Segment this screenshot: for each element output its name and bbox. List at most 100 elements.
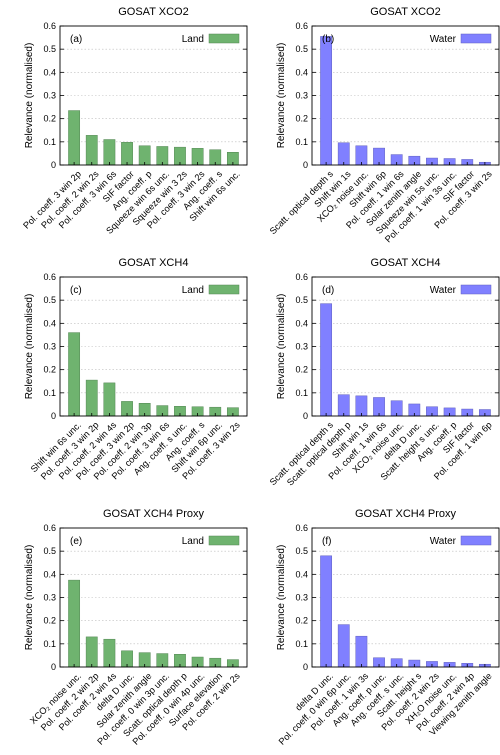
y-tick-label: 0.1	[295, 388, 308, 398]
y-tick-label: 0.4	[43, 318, 56, 328]
y-tick-label: 0.4	[295, 318, 308, 328]
panel-label: (a)	[70, 34, 82, 45]
y-tick-label: 0.6	[295, 523, 308, 533]
y-tick-label: 0	[51, 160, 56, 170]
y-tick-label: 0.3	[295, 91, 308, 101]
legend-label: Water	[430, 34, 457, 45]
y-tick-label: 0.5	[43, 546, 56, 556]
panel-1: GOSAT XCO2 0 0.1 0.2 0.3 0.4 0.5 0.6 Relevance (…	[21, 6, 248, 236]
y-tick-label: 0	[51, 411, 56, 421]
bar	[68, 332, 81, 417]
panel-6: GOSAT XCH4 Proxy 0 0.1 0.2 0.3 0.4 0.5 0.6 Relev…	[276, 508, 500, 747]
panel-label: (b)	[322, 34, 334, 45]
panel-label: (d)	[322, 285, 334, 296]
y-tick-label: 0.6	[43, 523, 56, 533]
panel-4: GOSAT XCH4 0 0.1 0.2 0.3 0.4 0.5 0.6 Relevance (…	[268, 257, 500, 488]
y-axis-label: Relevance (normalised)	[24, 43, 35, 149]
legend-label: Land	[182, 285, 204, 296]
legend-label: Water	[430, 285, 457, 296]
panel-label: (f)	[322, 536, 331, 547]
bar	[85, 636, 98, 668]
panel-label: (c)	[70, 285, 82, 296]
legend-swatch	[208, 535, 240, 546]
bar	[337, 624, 350, 668]
chart-title: GOSAT XCO2	[118, 6, 189, 18]
y-tick-label: 0.1	[295, 639, 308, 649]
y-tick-label: 0.6	[295, 21, 308, 31]
bar	[320, 36, 333, 166]
legend-label: Water	[430, 536, 457, 547]
y-axis-label: Relevance (normalised)	[276, 43, 287, 149]
panel-2: GOSAT XCO2 0 0.1 0.2 0.3 0.4 0.5 0.6 Relevance (…	[268, 6, 500, 244]
plot-frame	[59, 527, 248, 668]
bar	[355, 635, 368, 668]
bar	[337, 394, 350, 417]
chart-title: GOSAT XCH4 Proxy	[103, 508, 205, 520]
bar	[320, 303, 333, 417]
y-tick-label: 0.2	[295, 365, 308, 375]
y-tick-label: 0.5	[43, 44, 56, 54]
y-tick-label: 0.1	[43, 137, 56, 147]
plot-frame	[311, 527, 500, 668]
panel-3: GOSAT XCH4 0 0.1 0.2 0.3 0.4 0.5 0.6 Relevance (…	[24, 257, 248, 482]
y-tick-label: 0.3	[43, 342, 56, 352]
y-tick-label: 0.3	[43, 593, 56, 603]
legend-swatch	[208, 33, 240, 44]
plot-frame	[311, 276, 500, 417]
y-tick-label: 0.3	[295, 342, 308, 352]
chart-title: GOSAT XCH4	[371, 257, 441, 269]
plot-frame	[311, 25, 500, 166]
y-tick-label: 0.4	[43, 569, 56, 579]
bar	[103, 139, 116, 166]
y-axis-label: Relevance (normalised)	[24, 545, 35, 651]
y-tick-label: 0.5	[295, 44, 308, 54]
y-tick-label: 0.6	[295, 272, 308, 282]
chart-title: GOSAT XCH4	[119, 257, 189, 269]
y-tick-label: 0.2	[43, 114, 56, 124]
y-tick-label: 0.3	[295, 593, 308, 603]
legend-label: Land	[182, 34, 204, 45]
y-tick-label: 0.4	[295, 569, 308, 579]
y-tick-label: 0.5	[295, 295, 308, 305]
bar	[85, 379, 98, 417]
y-tick-label: 0.6	[43, 21, 56, 31]
y-tick-label: 0	[51, 662, 56, 672]
category-label: Pol. coeff. 0 win 6p unc.	[277, 671, 353, 747]
legend-swatch	[460, 284, 492, 295]
bar	[355, 395, 368, 417]
y-tick-label: 0.1	[43, 639, 56, 649]
y-tick-label: 0	[303, 411, 308, 421]
bar	[68, 579, 81, 668]
plot-frame	[59, 276, 248, 417]
chart-title: GOSAT XCH4 Proxy	[355, 508, 457, 520]
y-tick-label: 0.1	[295, 137, 308, 147]
y-axis-label: Relevance (normalised)	[276, 294, 287, 400]
y-axis-label: Relevance (normalised)	[276, 545, 287, 651]
legend-swatch	[460, 33, 492, 44]
y-tick-label: 0.5	[295, 546, 308, 556]
chart-title: GOSAT XCO2	[370, 6, 441, 18]
y-tick-label: 0	[303, 160, 308, 170]
bar	[85, 135, 98, 166]
legend-label: Land	[182, 536, 204, 547]
y-tick-label: 0.5	[43, 295, 56, 305]
y-tick-label: 0.6	[43, 272, 56, 282]
y-axis-label: Relevance (normalised)	[24, 294, 35, 400]
bar	[103, 638, 116, 668]
bar	[103, 382, 116, 417]
panel-5: GOSAT XCH4 Proxy 0 0.1 0.2 0.3 0.4 0.5 0.6 Relev…	[24, 508, 248, 747]
bar	[337, 142, 350, 166]
panel-label: (e)	[70, 536, 82, 547]
y-tick-label: 0.2	[295, 616, 308, 626]
bar	[68, 110, 81, 166]
y-tick-label: 0.2	[295, 114, 308, 124]
y-tick-label: 0.2	[43, 365, 56, 375]
y-tick-label: 0	[303, 662, 308, 672]
y-tick-label: 0.4	[43, 67, 56, 77]
bar	[121, 142, 133, 166]
y-tick-label: 0.1	[43, 388, 56, 398]
y-tick-label: 0.2	[43, 616, 56, 626]
y-tick-label: 0.4	[295, 67, 308, 77]
legend-swatch	[460, 535, 492, 546]
